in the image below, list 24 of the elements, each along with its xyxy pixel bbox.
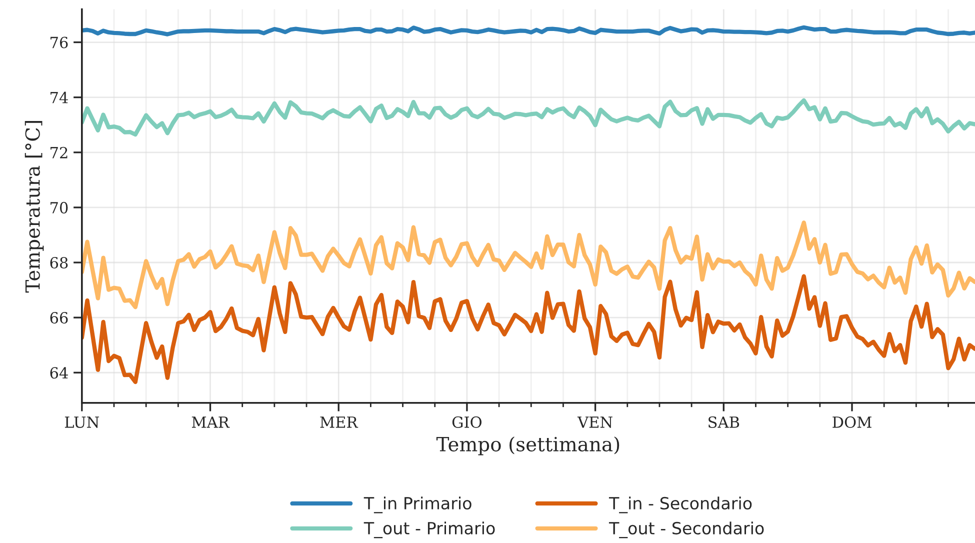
y-tick-label: 68	[50, 256, 68, 269]
legend-label: T_in - Secondario	[608, 496, 752, 514]
y-axis-title: Temperatura [°C]	[24, 121, 44, 293]
legend-label: T_out - Secondario	[608, 522, 764, 538]
legend-label: T_in Primario	[364, 496, 472, 514]
y-tick-label: 64	[50, 367, 68, 379]
y-tick-label: 72	[50, 146, 68, 158]
y-tick-label: 70	[50, 202, 68, 214]
x-tick-label: LUN	[64, 416, 100, 428]
legend-label: T_out - Primario	[364, 522, 495, 538]
x-tick-label: MER	[320, 416, 358, 428]
line-series	[82, 220, 975, 310]
y-tick-label: 66	[50, 312, 68, 324]
y-tick-label: 74	[50, 92, 68, 104]
x-axis-title: Tempo (settimana)	[436, 436, 620, 456]
line-series	[82, 274, 975, 384]
line-series	[82, 98, 975, 137]
x-tick-label: SAB	[708, 416, 740, 428]
x-tick-label: VEN	[577, 416, 612, 428]
line-series	[82, 25, 975, 36]
y-tick-label: 76	[50, 36, 68, 48]
x-tick-label: DOM	[832, 416, 872, 428]
x-tick-label: MAR	[192, 416, 230, 428]
x-tick-label: GIO	[452, 416, 482, 428]
